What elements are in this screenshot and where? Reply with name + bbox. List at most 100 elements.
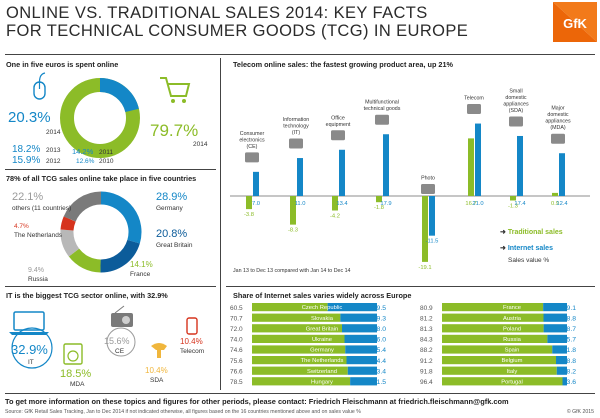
- label-traditional: 16.7: [465, 201, 476, 207]
- bar-traditional: [332, 196, 338, 211]
- section2-graphic: 22.1% others (11 countries) 4.7% The Net…: [12, 191, 193, 283]
- ce-circle: [106, 327, 136, 357]
- share-bar-internet: [547, 334, 567, 343]
- traditional-value: 80.9: [420, 305, 433, 312]
- great-britain-pct: 20.8%: [156, 228, 187, 240]
- share-bar-traditional: [252, 324, 342, 333]
- label-internet: 12.4: [556, 201, 568, 207]
- share-bar-traditional: [252, 334, 345, 343]
- country-label: Ukraine: [312, 337, 332, 343]
- legend-traditional-label: Traditional sales: [507, 229, 563, 236]
- label-internet: 17.4: [514, 201, 526, 207]
- category-icon: [289, 138, 303, 149]
- slice-france: [68, 248, 101, 273]
- traditional-value: 74.6: [230, 347, 243, 354]
- it-label: IT: [28, 359, 34, 366]
- internet-value: 28.0: [373, 326, 386, 333]
- others-pct: 22.1%: [12, 191, 43, 203]
- legend-traditional: ➜ Traditional sales: [500, 229, 563, 236]
- label-internet: -11.5: [426, 239, 439, 245]
- online-offline-pie: [60, 78, 140, 158]
- share-bar-traditional: [252, 356, 347, 365]
- internet-value: 8.2: [567, 368, 577, 375]
- category-label: Office: [331, 115, 345, 121]
- share-bar-internet: [350, 377, 377, 386]
- category-label: (MDA): [550, 125, 566, 131]
- footer-contact: To get more information on these topics …: [5, 397, 509, 406]
- slice-netherlands: [60, 216, 76, 231]
- share-bar-internet: [346, 356, 377, 365]
- it-pct: 32.9%: [11, 342, 48, 357]
- bar-internet: [559, 153, 565, 196]
- internet-value: 24.4: [373, 358, 386, 365]
- gfk-logo: GfK: [553, 2, 597, 42]
- country-label: Czech Republic: [302, 305, 343, 311]
- online-2013-pct: 18.2%: [12, 144, 40, 155]
- telecom-label: Telecom: [180, 348, 204, 355]
- online-2012-year: 2012: [46, 158, 61, 165]
- country-label: Portugal: [501, 379, 523, 385]
- country-label: Poland: [503, 326, 521, 332]
- online-2010-pct: 12.6%: [76, 158, 95, 165]
- footer-rule: [5, 393, 595, 394]
- mda-pct: 18.5%: [60, 368, 91, 380]
- share-bar-traditional: [442, 334, 548, 343]
- label-traditional: -19.1: [418, 265, 431, 271]
- online-2011-pct: 14.2%: [72, 147, 94, 156]
- traditional-value: 96.4: [420, 379, 433, 386]
- share-bar-traditional: [252, 313, 341, 322]
- category-label: equipment: [326, 122, 351, 128]
- share-bar-internet: [344, 334, 377, 343]
- radio-icon: [111, 305, 133, 327]
- category-icon: [331, 130, 345, 141]
- bar-traditional: [510, 196, 516, 201]
- category-label: (CE): [247, 144, 258, 150]
- growth-note: Jan 13 to Dec 13 compared with Jan 14 to…: [233, 268, 351, 274]
- russia-pct: 9.4%: [28, 267, 44, 274]
- logo-text: GfK: [563, 16, 587, 31]
- mouse-icon: [33, 72, 46, 100]
- share-bar-traditional: [442, 356, 556, 365]
- internet-value: 26.0: [373, 337, 386, 344]
- bar-traditional: [552, 192, 558, 196]
- share-bar-internet: [552, 345, 567, 354]
- country-label: Austria: [503, 316, 522, 322]
- internet-value: 25.4: [373, 347, 386, 354]
- legend-unit: Sales value %: [508, 257, 550, 264]
- section3-title: IT is the biggest TCG sector online, wit…: [6, 291, 168, 300]
- slice-germany: [100, 191, 142, 244]
- section5-title: Share of Internet sales varies widely ac…: [233, 291, 412, 300]
- divider-2: [5, 286, 216, 287]
- category-label: technology: [283, 124, 309, 130]
- internet-value: 18.7: [563, 326, 576, 333]
- label-traditional: -1.3: [508, 203, 518, 209]
- slice-great-britain: [100, 239, 140, 273]
- share-bar-internet: [543, 303, 567, 312]
- share-bar-internet: [327, 303, 377, 312]
- online-2014-year: 2014: [46, 129, 61, 136]
- internet-value: 11.8: [563, 347, 576, 354]
- traditional-value: 72.0: [230, 326, 243, 333]
- online-2010-year: 2010: [99, 158, 114, 165]
- header-rule: [5, 54, 595, 55]
- bar-traditional: [376, 196, 382, 203]
- share-bar-traditional: [442, 303, 544, 312]
- france-label: France: [130, 271, 151, 278]
- share-bar-internet: [345, 345, 377, 354]
- germany-pct: 28.9%: [156, 191, 187, 203]
- share-bar-traditional: [442, 366, 557, 375]
- category-icon: [245, 152, 259, 163]
- internet-value: 19.1: [563, 305, 576, 312]
- share-bar-internet: [543, 313, 567, 322]
- great-britain-label: Great Britain: [156, 242, 193, 249]
- share-bar-traditional: [252, 377, 351, 386]
- traditional-value: 75.6: [230, 358, 243, 365]
- country-label: Hungary: [311, 379, 333, 385]
- label-traditional: 0.9: [551, 201, 559, 207]
- title-line-1: ONLINE VS. TRADITIONAL SALES 2014: KEY F…: [6, 4, 428, 22]
- france-pct: 14.1%: [130, 260, 153, 269]
- growth-legend: ➜ Traditional sales ➜ Internet sales Sal…: [500, 228, 563, 264]
- country-label: France: [503, 305, 521, 311]
- online-2011-year: 2011: [99, 149, 113, 156]
